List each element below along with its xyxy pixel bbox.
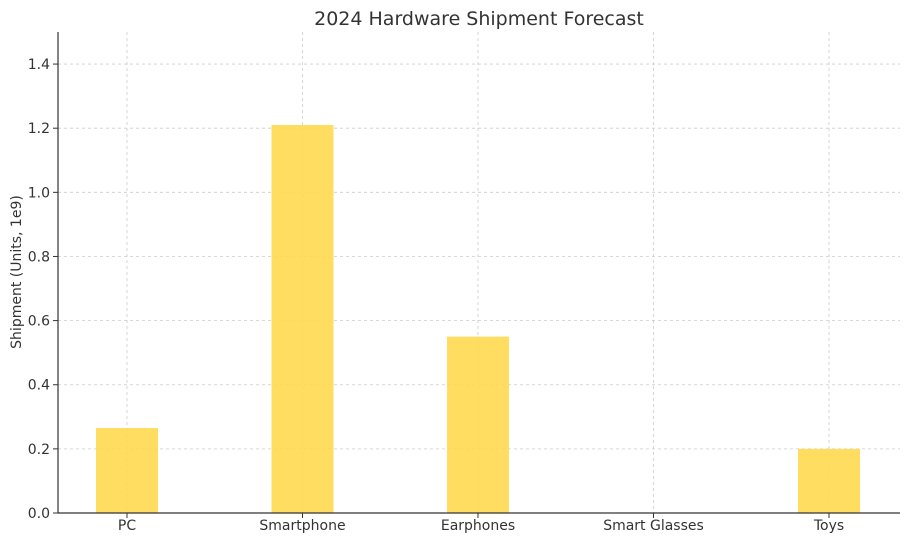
bar-pc bbox=[96, 428, 158, 513]
y-tick-label: 1.2 bbox=[28, 121, 50, 137]
axes bbox=[57, 32, 900, 514]
x-tick-label: Smart Glasses bbox=[603, 518, 704, 534]
chart-title: 2024 Hardware Shipment Forecast bbox=[314, 8, 644, 30]
y-tick-label: 0.2 bbox=[28, 442, 50, 458]
bars bbox=[96, 124, 860, 513]
bar-toys bbox=[798, 448, 860, 513]
y-tick-label: 0.8 bbox=[28, 249, 50, 265]
bar-smartphone bbox=[271, 124, 334, 513]
x-tick-label: Toys bbox=[813, 518, 844, 534]
y-tick-label: 1.0 bbox=[28, 185, 50, 201]
y-tick-label: 1.4 bbox=[28, 57, 50, 73]
bar-earphones bbox=[447, 336, 509, 513]
x-tick-label: Earphones bbox=[441, 518, 515, 534]
x-tick-label: PC bbox=[118, 518, 136, 534]
y-ticks: 0.0 0.2 0.4 0.6 0.8 1.0 1.2 1.4 bbox=[28, 57, 58, 522]
x-ticks: PC Smartphone Earphones Smart Glasses Toys bbox=[118, 513, 844, 534]
y-axis-label: Shipment (Units, 1e9) bbox=[9, 195, 25, 349]
y-tick-label: 0.6 bbox=[28, 314, 50, 330]
y-tick-label: 0.4 bbox=[28, 378, 50, 394]
x-tick-label: Smartphone bbox=[259, 518, 345, 534]
y-tick-label: 0.0 bbox=[28, 506, 50, 522]
